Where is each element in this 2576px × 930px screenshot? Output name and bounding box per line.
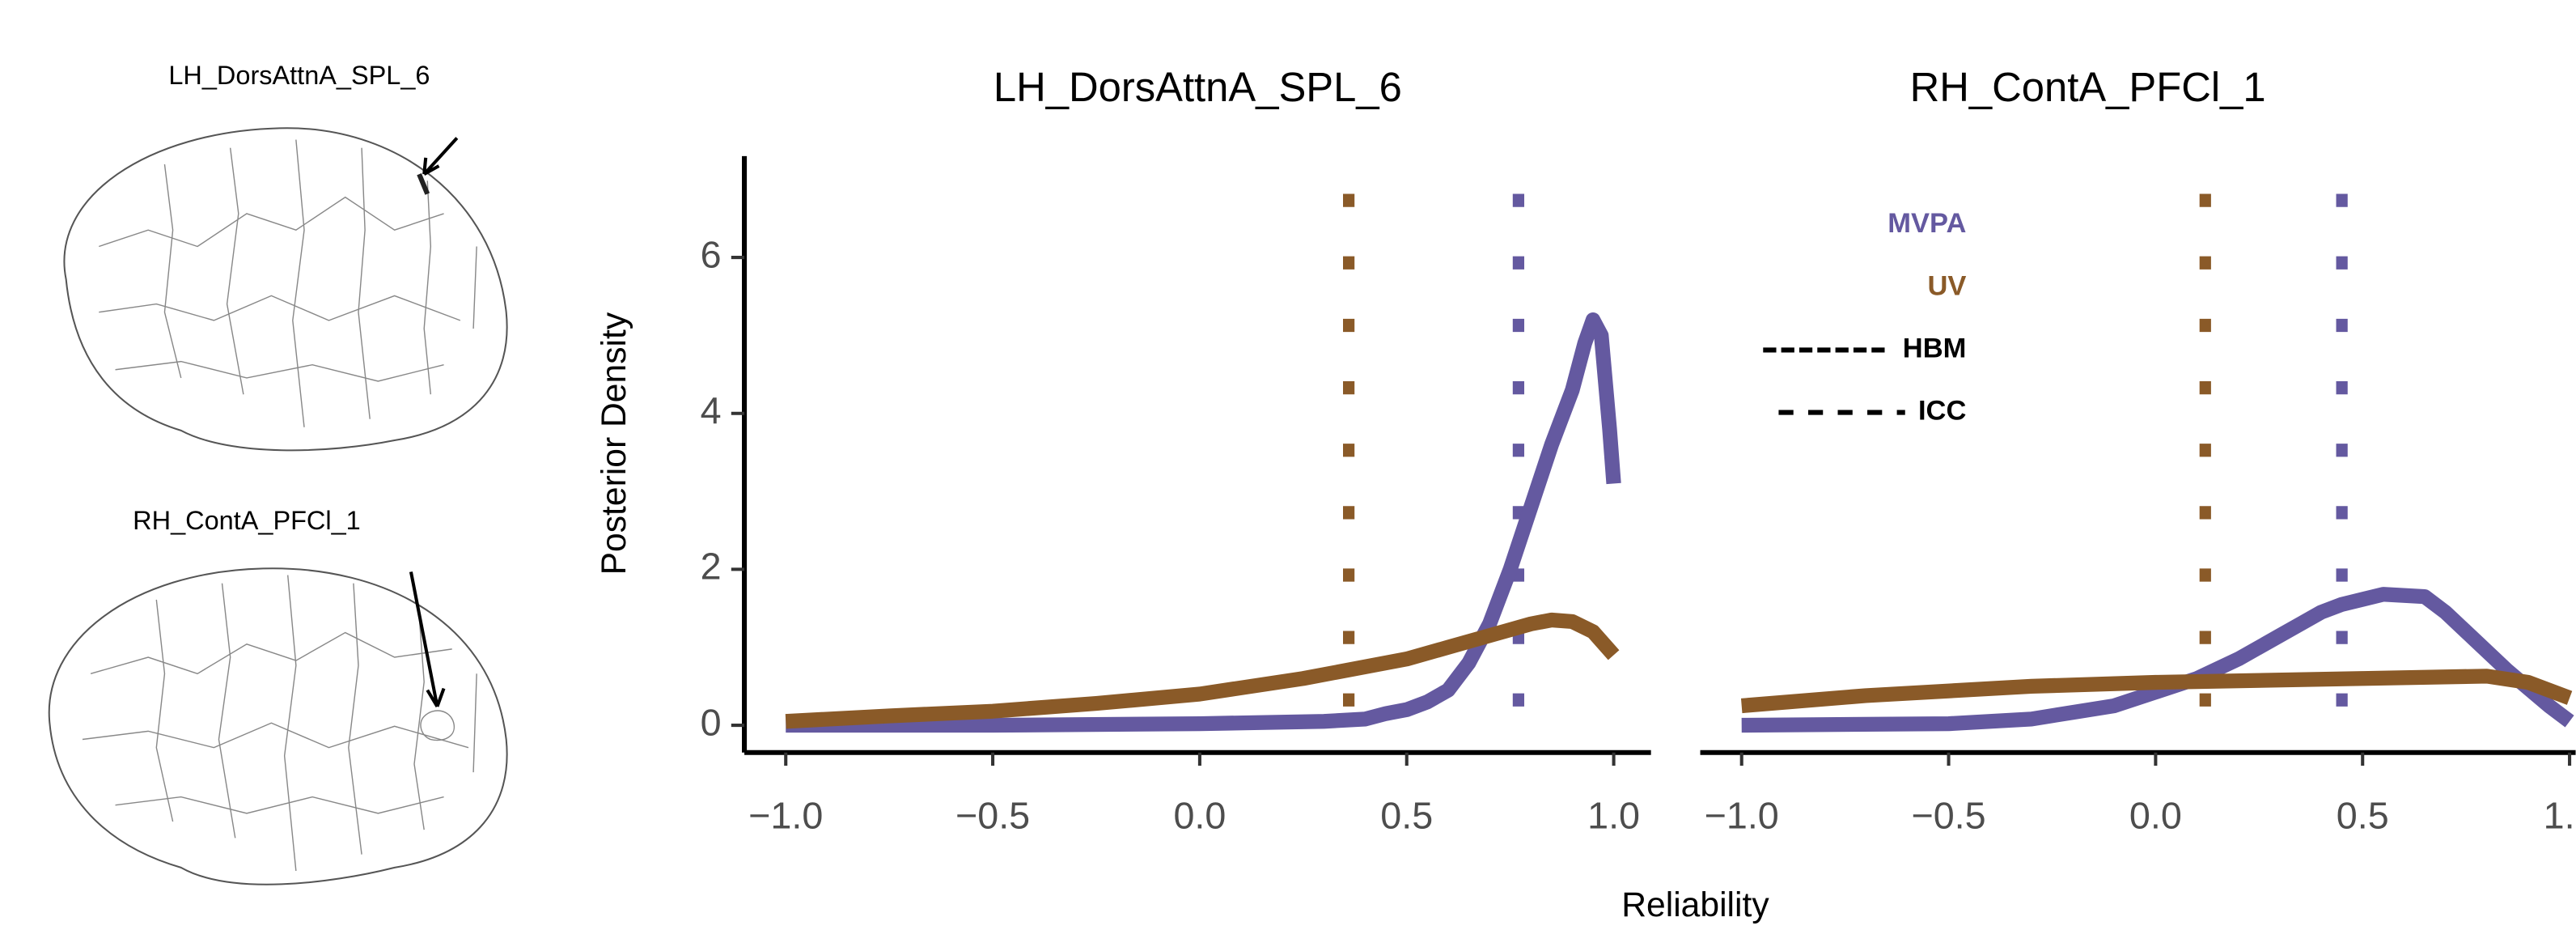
brain-lh — [63, 127, 508, 452]
brain-label: RH_ContA_PFCl_1 — [133, 506, 361, 535]
legend-label: MVPA — [1888, 208, 1966, 239]
x-tick-label: 1.0 — [1587, 794, 1640, 836]
legend-label: HBM — [1903, 333, 1967, 364]
y-tick-label: 2 — [701, 546, 722, 588]
x-tick-label: 1.0 — [2544, 794, 2576, 836]
x-tick-label: −0.5 — [955, 794, 1030, 836]
panel-title: LH_DorsAttnA_SPL_6 — [994, 64, 1402, 110]
x-tick-label: 0.5 — [1380, 794, 1433, 836]
brain-label: LH_DorsAttnA_SPL_6 — [168, 61, 430, 90]
x-tick-label: 0.5 — [2337, 794, 2389, 836]
x-tick-label: −1.0 — [748, 794, 823, 836]
density-line — [1741, 587, 2574, 733]
brain-rh — [48, 567, 508, 885]
y-tick-label: 4 — [701, 389, 722, 431]
legend-label: ICC — [1918, 396, 1966, 427]
panel-title: RH_ContA_PFCl_1 — [1910, 64, 2266, 110]
x-tick-label: −1.0 — [1705, 794, 1779, 836]
x-tick-label: 0.0 — [1173, 794, 1226, 836]
density-line — [785, 612, 1620, 729]
legend-label: UV — [1927, 270, 1966, 301]
y-axis-label: Posterior Density — [595, 312, 633, 575]
y-tick-label: 0 — [701, 701, 722, 743]
x-tick-label: 0.0 — [2129, 794, 2182, 836]
density-line — [1740, 669, 2573, 714]
x-tick-label: −0.5 — [1911, 794, 1985, 836]
x-axis-label: Reliability — [1621, 885, 1769, 924]
y-tick-label: 6 — [701, 233, 722, 275]
density-line — [786, 312, 1621, 733]
